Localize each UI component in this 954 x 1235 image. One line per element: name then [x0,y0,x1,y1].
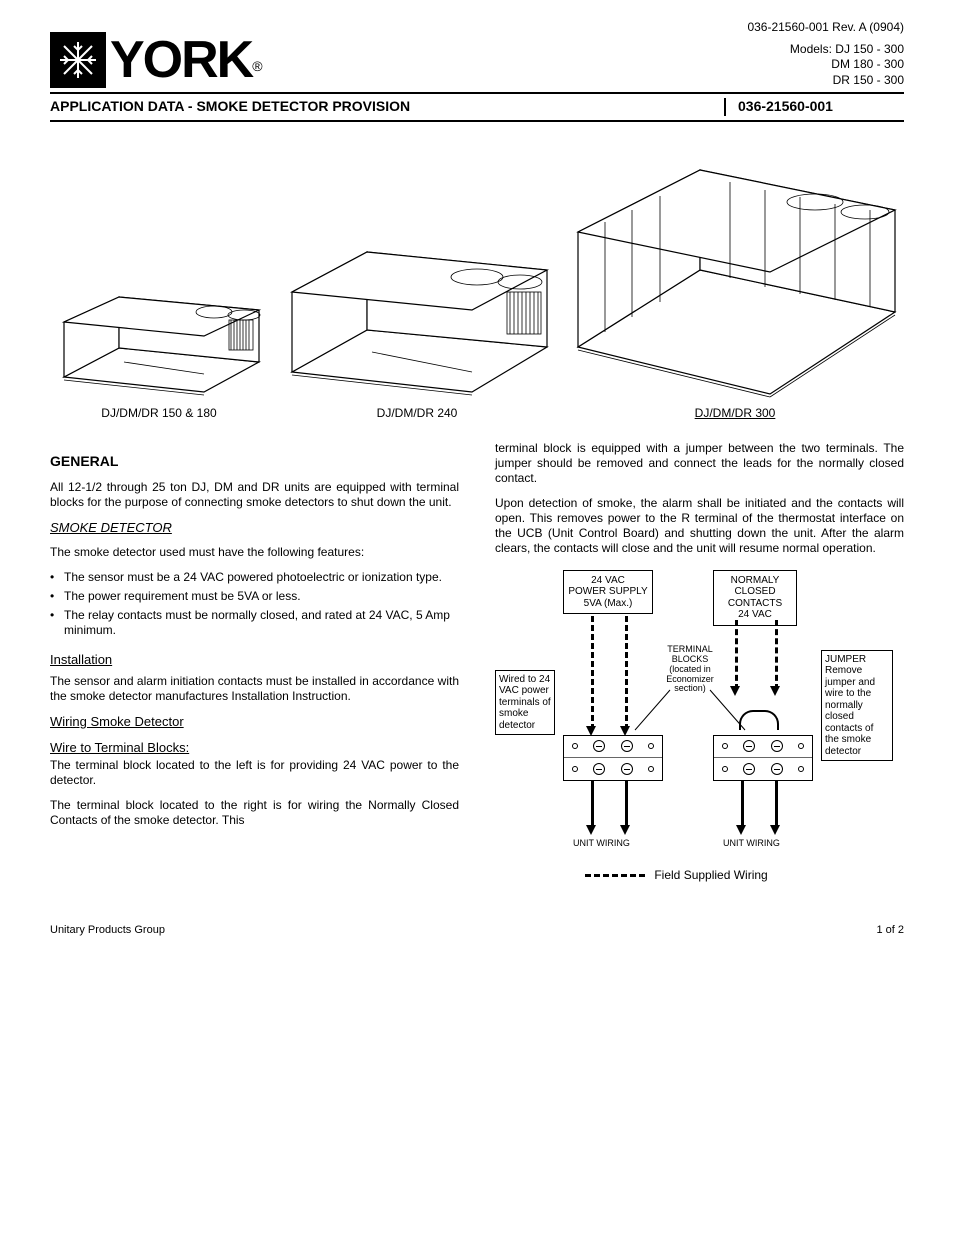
title-main: APPLICATION DATA - SMOKE DETECTOR PROVIS… [50,98,724,116]
brand-name: YORK [110,28,252,93]
title-bar: APPLICATION DATA - SMOKE DETECTOR PROVIS… [50,94,904,122]
installation-text: The sensor and alarm initiation contacts… [50,674,459,704]
unit-small: DJ/DM/DR 150 & 180 [54,262,264,421]
bullet-icon: • [50,608,64,638]
model-1: DJ 150 - 300 [835,42,904,56]
general-text: All 12-1/2 through 25 ton DJ, DM and DR … [50,480,459,510]
dash-line [591,616,594,730]
hvac-unit-icon [570,152,900,402]
arrow-down-icon [586,825,596,835]
registered-icon: ® [252,58,262,76]
footer-left: Unitary Products Group [50,924,165,938]
bullet-icon: • [50,589,64,604]
wireto-subhead: Wire to Terminal Blocks: [50,740,459,756]
hvac-unit-icon [282,222,552,402]
wiring-subhead: Wiring Smoke Detector [50,714,459,730]
unit-wiring-1: UNIT WIRING [573,838,630,849]
wire-text-1: The terminal block located to the left i… [50,758,459,788]
arrow-down-icon [730,686,740,696]
header: YORK ® 036-21560-001 Rev. A (0904) Model… [50,20,904,94]
bullet-2-text: The power requirement must be 5VA or les… [64,589,301,604]
caption-3: DJ/DM/DR 300 [695,406,776,421]
unit-illustrations: DJ/DM/DR 150 & 180 DJ/DM/DR 240 [50,152,904,421]
terminal-block-left [563,735,663,781]
terminal-block-right [713,735,813,781]
caption-2: DJ/DM/DR 240 [377,406,458,421]
bullet-1-text: The sensor must be a 24 VAC powered phot… [64,570,442,585]
bullet-3: • The relay contacts must be normally cl… [50,608,459,638]
caption-1: DJ/DM/DR 150 & 180 [101,406,216,421]
installation-subhead: Installation [50,652,459,668]
footer: Unitary Products Group 1 of 2 [50,924,904,938]
wire-text-3: terminal block is equipped with a jumper… [495,441,904,486]
arrow-down-icon [620,825,630,835]
solid-line [741,781,744,827]
legend-label: Field Supplied Wiring [654,868,767,882]
model-2: DM 180 - 300 [747,57,904,73]
arrow-down-icon [770,825,780,835]
snowflake-icon [50,32,106,88]
bullet-2: • The power requirement must be 5VA or l… [50,589,459,604]
bullet-1: • The sensor must be a 24 VAC powered ph… [50,570,459,585]
jumper-title: JUMPER [825,654,889,666]
bullet-3-text: The relay contacts must be normally clos… [64,608,459,638]
body-columns: GENERAL All 12-1/2 through 25 ton DJ, DM… [50,441,904,900]
solid-line [625,781,628,827]
unit-wiring-2: UNIT WIRING [723,838,780,849]
models-label: Models: [790,42,832,56]
hvac-unit-icon [54,262,264,402]
left-note: Wired to 24 VAC power terminals of smoke… [499,674,551,731]
solid-line [591,781,594,827]
title-side: 036-21560-001 [724,98,904,116]
footer-right: 1 of 2 [876,924,904,938]
wiring-diagram: 24 VAC POWER SUPPLY 5VA (Max.) NORMALY C… [495,570,904,900]
left-note-box: Wired to 24 VAC power terminals of smoke… [495,670,555,736]
solid-line [775,781,778,827]
wire-text-4: Upon detection of smoke, the alarm shall… [495,496,904,556]
dash-line [735,620,738,690]
doc-number: 036-21560-001 Rev. A (0904) [747,20,904,36]
legend: Field Supplied Wiring [585,868,768,883]
doc-meta: 036-21560-001 Rev. A (0904) Models: DJ 1… [747,20,904,88]
unit-medium: DJ/DM/DR 240 [282,222,552,421]
dash-line [625,616,628,730]
right-column: terminal block is equipped with a jumper… [495,441,904,900]
model-3: DR 150 - 300 [747,73,904,89]
unit-large: DJ/DM/DR 300 [570,152,900,421]
arrow-down-icon [770,686,780,696]
brand-logo: YORK ® [50,32,263,88]
dash-legend-icon [585,874,645,877]
arrow-down-icon [736,825,746,835]
right-note-box: JUMPER Remove jumper and wire to the nor… [821,650,893,762]
right-note: Remove jumper and wire to the normally c… [825,665,875,757]
smoke-lead: The smoke detector used must have the fo… [50,545,459,560]
wire-text-2: The terminal block located to the right … [50,798,459,828]
general-heading: GENERAL [50,453,459,471]
jumper-wire [739,710,779,730]
bullet-icon: • [50,570,64,585]
left-column: GENERAL All 12-1/2 through 25 ton DJ, DM… [50,441,459,900]
dash-line [775,620,778,690]
smoke-heading: SMOKE DETECTOR [50,520,459,536]
